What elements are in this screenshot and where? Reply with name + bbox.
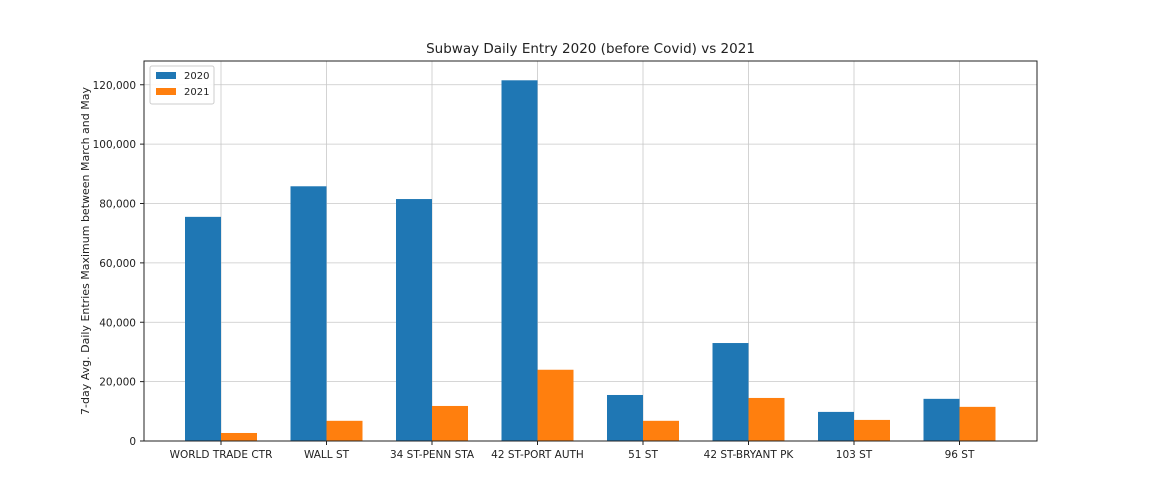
bar-2021-4 (643, 420, 679, 441)
bar-2021-1 (326, 420, 363, 441)
bar-2020-5 (712, 343, 749, 441)
bar-2021-7 (959, 406, 996, 441)
bar-2020-3 (501, 80, 538, 441)
bar-2020-7 (923, 398, 960, 441)
legend-swatch-2020 (156, 72, 176, 79)
chart-title: Subway Daily Entry 2020 (before Covid) v… (426, 41, 755, 57)
y-tick-label: 80,000 (99, 199, 136, 211)
x-tick-label: 42 ST-PORT AUTH (491, 449, 584, 461)
bar-2021-0 (221, 432, 257, 441)
legend-label: 2020 (184, 71, 209, 82)
x-tick-label: 51 ST (628, 449, 658, 461)
y-tick-label: 120,000 (93, 80, 136, 92)
x-tick-label: WORLD TRADE CTR (170, 449, 273, 461)
legend: 2020 2021 (149, 65, 215, 105)
x-tick-label: WALL ST (304, 449, 350, 461)
bar-2020-2 (396, 199, 432, 441)
legend-label: 2021 (184, 87, 209, 98)
bar-2020-1 (290, 186, 327, 441)
legend-swatch-2021 (156, 88, 176, 95)
bar-2021-2 (432, 405, 468, 441)
y-tick-label: 100,000 (93, 139, 136, 151)
bars (185, 80, 996, 441)
y-axis-label: 7-day Avg. Daily Entries Maximum between… (79, 87, 92, 415)
x-tick-label: 103 ST (836, 449, 873, 461)
x-tick-label: 96 ST (945, 449, 975, 461)
bar-2020-0 (185, 216, 221, 441)
x-tick-label: 34 ST-PENN STA (390, 449, 475, 461)
y-tick-label: 20,000 (99, 377, 136, 389)
bar-2020-6 (818, 411, 854, 441)
y-tick-label: 40,000 (99, 317, 136, 329)
y-tick-label: 0 (129, 436, 136, 448)
bar-2021-6 (854, 419, 890, 441)
grid (144, 61, 1037, 442)
bar-2020-4 (607, 394, 643, 441)
bar-2021-5 (748, 397, 785, 441)
bar-2021-3 (537, 369, 574, 441)
y-tick-label: 60,000 (99, 258, 136, 270)
x-tick-label: 42 ST-BRYANT PK (704, 449, 795, 461)
ticks: WORLD TRADE CTR WALL ST 34 ST-PENN STA 42 S… (93, 80, 975, 461)
plot-frame (143, 60, 1038, 442)
